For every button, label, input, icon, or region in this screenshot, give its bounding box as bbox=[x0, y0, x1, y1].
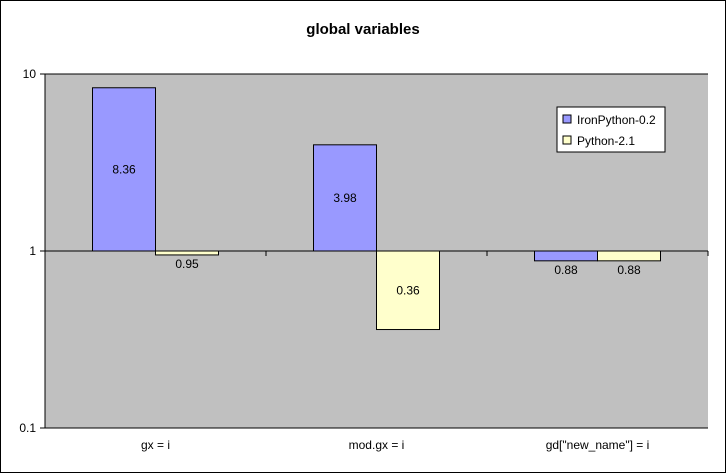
data-label: 8.36 bbox=[112, 162, 136, 176]
legend-label-ironpython: IronPython-0.2 bbox=[577, 113, 656, 127]
legend-swatch-ironpython bbox=[562, 114, 572, 124]
bar bbox=[534, 250, 598, 262]
legend-box bbox=[556, 106, 666, 153]
data-label: 3.98 bbox=[333, 191, 357, 205]
x-tick-label: mod.gx = i bbox=[349, 438, 405, 452]
y-tick-label: 0.1 bbox=[19, 421, 36, 435]
data-label: 0.88 bbox=[554, 263, 578, 277]
bar bbox=[597, 250, 661, 262]
bar bbox=[92, 87, 156, 252]
legend-label-python: Python-2.1 bbox=[577, 134, 635, 148]
legend-swatch-python bbox=[562, 135, 572, 145]
bar bbox=[313, 144, 377, 252]
y-tick-label: 10 bbox=[23, 67, 37, 81]
chart-title: global variables bbox=[306, 21, 419, 38]
bar bbox=[155, 250, 219, 256]
y-tick-label: 1 bbox=[29, 244, 36, 258]
legend: IronPython-0.2 Python-2.1 bbox=[556, 106, 666, 153]
axes: 10 1 0.1 gx = i mod.gx = i gd["new_name"] = i bbox=[19, 67, 709, 452]
bars bbox=[92, 87, 661, 331]
data-labels: 8.36 3.98 0.88 0.95 0.36 0.88 bbox=[112, 162, 641, 297]
data-label: 0.88 bbox=[617, 263, 641, 277]
x-tick-label: gx = i bbox=[141, 438, 170, 452]
data-label: 0.95 bbox=[175, 257, 199, 271]
data-label: 0.36 bbox=[396, 283, 420, 297]
x-tick-label: gd["new_name"] = i bbox=[546, 438, 650, 452]
